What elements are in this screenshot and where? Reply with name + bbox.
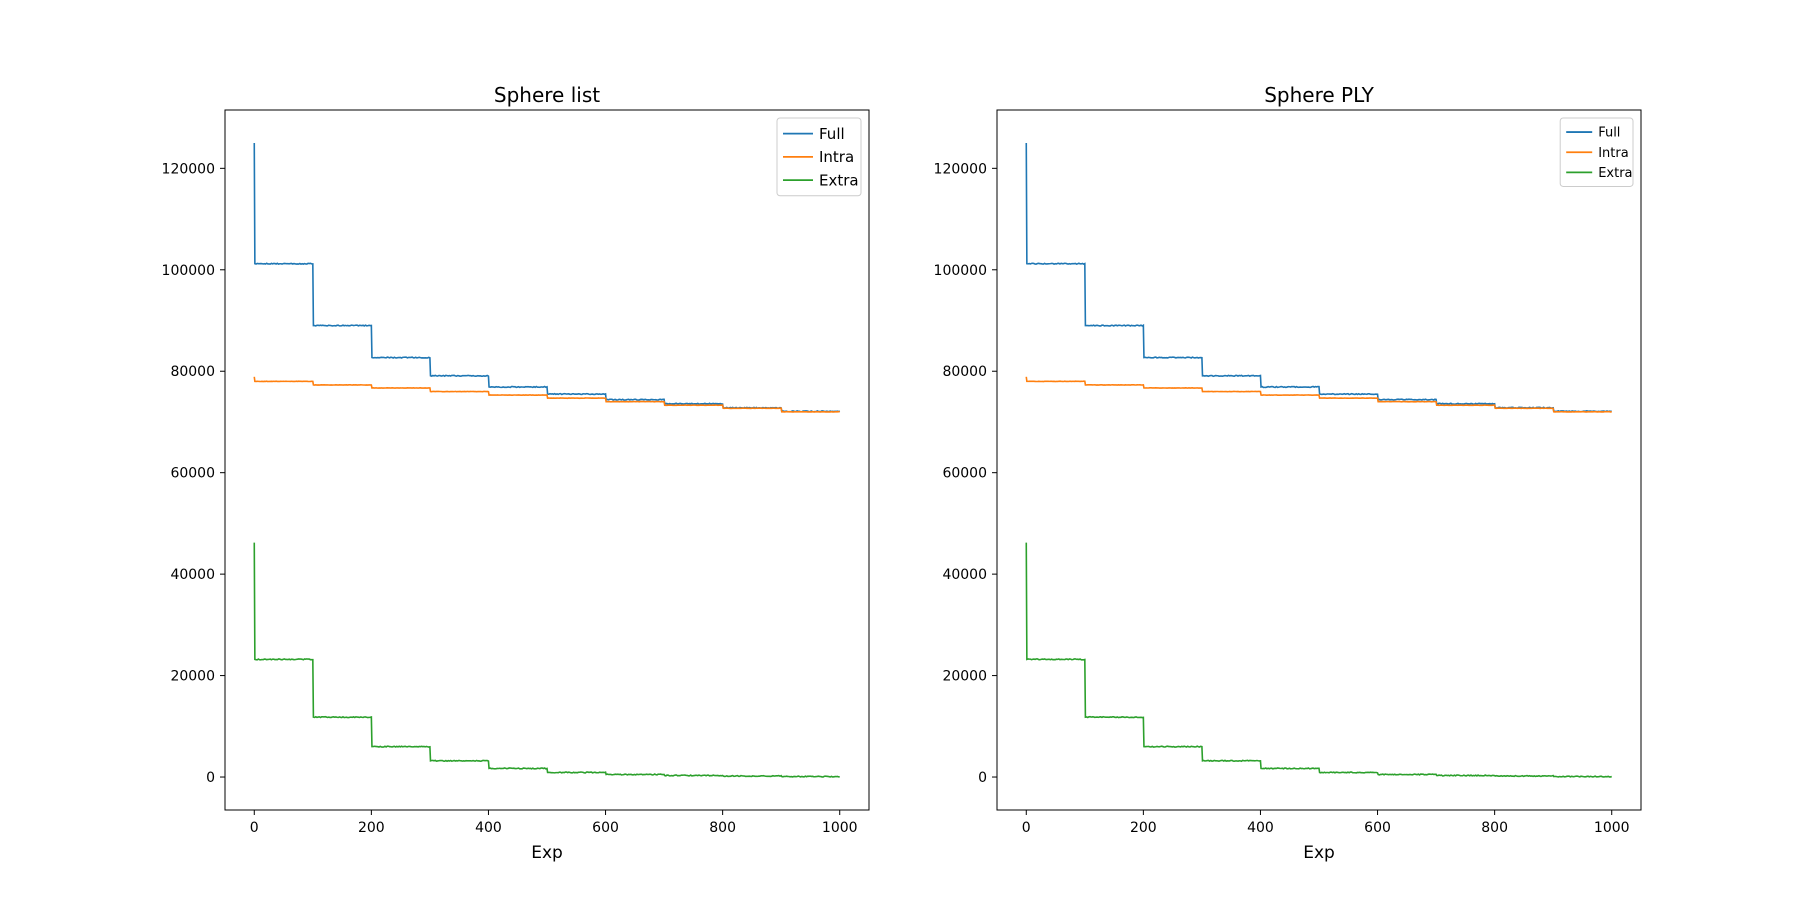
series-line-extra xyxy=(253,542,840,778)
legend-label-extra: Extra xyxy=(819,171,859,189)
x-tick-label: 400 xyxy=(1247,820,1274,836)
plot-frame xyxy=(224,109,870,811)
y-tick-label: 100000 xyxy=(934,263,987,279)
x-tick-label: 800 xyxy=(709,820,736,836)
legend-label-full: Full xyxy=(1598,126,1620,141)
x-tick-label: 1000 xyxy=(822,820,858,836)
series-line-intra xyxy=(1025,376,1612,413)
legend-box xyxy=(776,117,862,197)
legend-label-intra: Intra xyxy=(819,148,854,166)
y-tick-label: 0 xyxy=(206,770,215,786)
legend: Full Intra Extra xyxy=(1559,117,1634,187)
y-tick-label: 60000 xyxy=(942,466,987,482)
x-tick-label: 400 xyxy=(475,820,502,836)
chart-title: Sphere PLY xyxy=(1264,83,1374,107)
series-line-extra xyxy=(1025,542,1612,778)
x-tick-label: 600 xyxy=(592,820,619,836)
x-tick-label: 800 xyxy=(1481,820,1508,836)
chart-0: 0 200 400 600 800 1000 0 20000 40000 60000 80000 10… xyxy=(162,83,870,863)
y-tick-label: 20000 xyxy=(170,669,215,685)
y-tick-label: 0 xyxy=(978,770,987,786)
y-tick-label: 100000 xyxy=(162,263,215,279)
y-tick-label: 120000 xyxy=(162,161,215,177)
x-axis-label: Exp xyxy=(1303,843,1335,863)
legend-box xyxy=(1559,117,1634,187)
legend-label-intra: Intra xyxy=(1598,146,1628,161)
x-tick-label: 200 xyxy=(358,820,385,836)
y-tick-label: 20000 xyxy=(942,669,987,685)
legend-label-full: Full xyxy=(819,125,845,143)
y-tick-label: 80000 xyxy=(942,364,987,380)
y-tick-label: 80000 xyxy=(170,364,215,380)
y-tick-label: 120000 xyxy=(934,161,987,177)
plot-frame xyxy=(996,109,1642,811)
chart-1: 0 200 400 600 800 1000 0 20000 40000 60000 80000 10… xyxy=(934,83,1642,863)
x-tick-label: 0 xyxy=(250,820,259,836)
x-tick-label: 600 xyxy=(1364,820,1391,836)
x-axis-label: Exp xyxy=(531,843,563,863)
chart-title: Sphere list xyxy=(494,83,600,107)
y-tick-label: 40000 xyxy=(942,567,987,583)
x-tick-label: 0 xyxy=(1022,820,1031,836)
legend-label-extra: Extra xyxy=(1598,166,1632,181)
series-line-intra xyxy=(253,376,840,413)
y-tick-label: 60000 xyxy=(170,466,215,482)
x-tick-label: 200 xyxy=(1130,820,1157,836)
y-tick-label: 40000 xyxy=(170,567,215,583)
x-tick-label: 1000 xyxy=(1594,820,1630,836)
legend: Full Intra Extra xyxy=(776,117,862,197)
